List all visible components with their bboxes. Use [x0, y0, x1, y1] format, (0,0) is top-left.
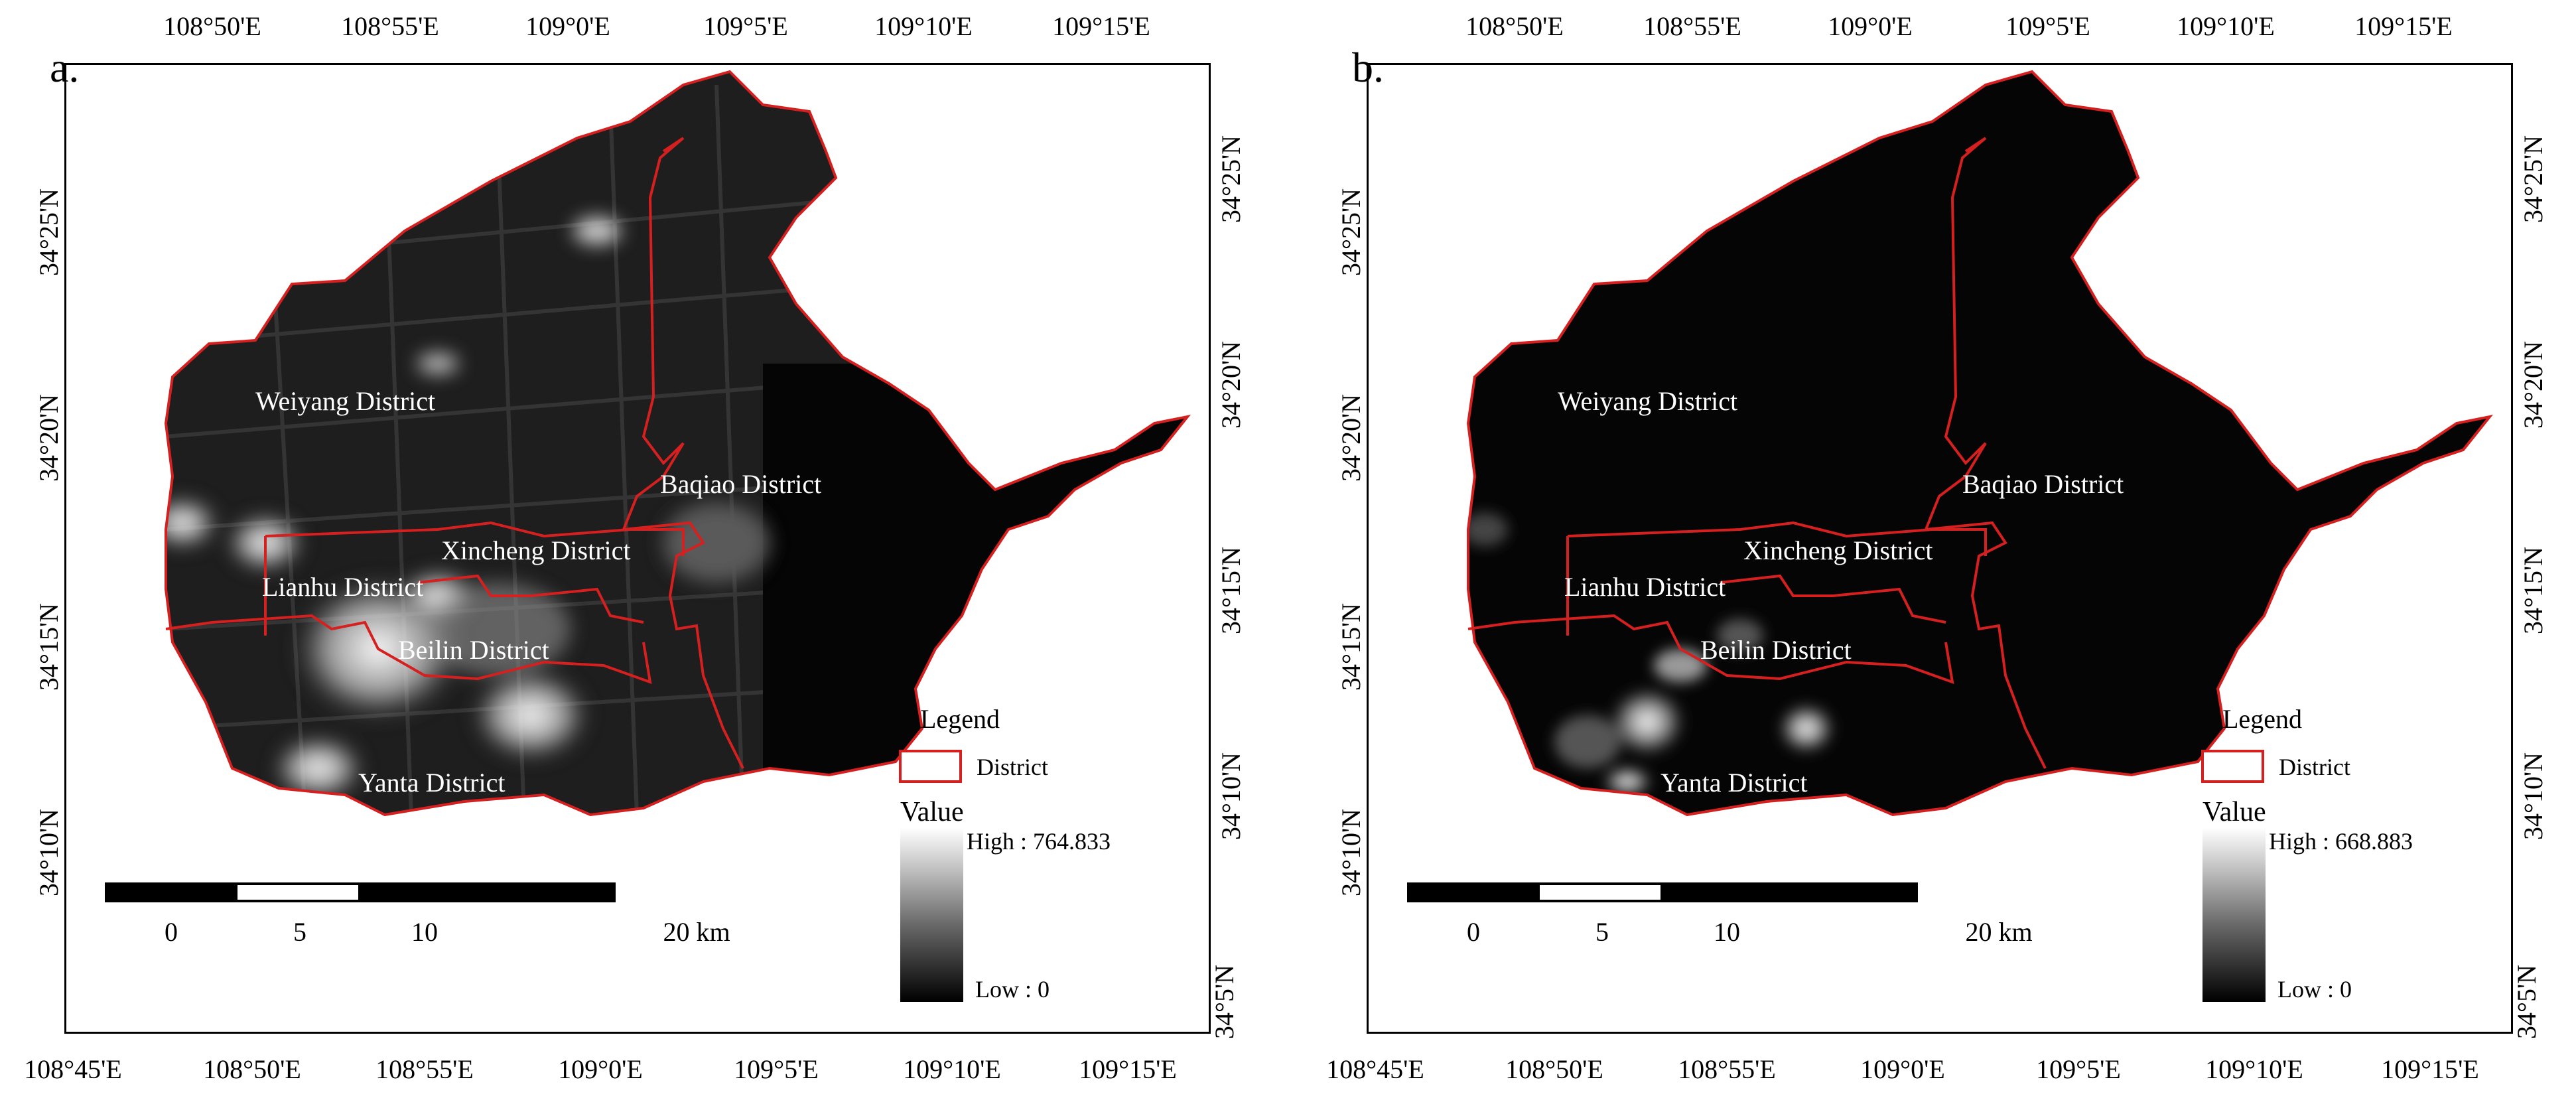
scale-label: 20 km: [1965, 917, 2033, 947]
scale-segment: [1537, 882, 1663, 902]
right-tick-label: 34°25'N: [1216, 135, 1247, 224]
top-tick-label: 109°10'E: [874, 11, 973, 41]
scale-segment: [358, 882, 616, 902]
legend-high-label: High : 668.883: [2269, 828, 2413, 855]
scale-segment: [1661, 882, 1918, 902]
scale-label: 10: [411, 917, 438, 947]
top-tick-label: 108°50'E: [1465, 11, 1564, 41]
district-label-xincheng: Xincheng District: [1743, 535, 1933, 565]
top-tick-label: 108°55'E: [341, 11, 439, 41]
district-boundaries: [164, 70, 1191, 817]
scale-label: 10: [1714, 917, 1740, 947]
district-legend-swatch: [899, 750, 962, 783]
map-frame: [1367, 63, 2513, 1034]
district-label-yanta: Yanta District: [1661, 768, 1808, 798]
scale-segment: [1407, 882, 1540, 902]
scale-label: 5: [1595, 917, 1609, 947]
bottom-tick-label: 109°5'E: [2036, 1054, 2121, 1084]
legend-item-district: District: [2279, 754, 2350, 780]
bottom-tick-label: 108°55'E: [375, 1054, 474, 1084]
value-color-ramp: [2203, 828, 2266, 1002]
top-tick-label: 109°10'E: [2177, 11, 2275, 41]
top-tick-label: 108°50'E: [163, 11, 261, 41]
right-tick-label: 34°5'N: [1209, 964, 1240, 1040]
top-tick-label: 109°0'E: [1828, 11, 1913, 41]
legend-high-label: High : 764.833: [967, 828, 1111, 855]
left-tick-label: 34°15'N: [34, 602, 64, 691]
right-tick-label: 34°20'N: [1216, 340, 1247, 429]
legend-value-label: Value: [900, 797, 964, 827]
top-tick-label: 109°15'E: [1052, 11, 1150, 41]
left-tick-label: 34°10'N: [1336, 808, 1367, 897]
scale-label: 20 km: [663, 917, 730, 947]
district-label-beilin: Beilin District: [1700, 635, 1852, 665]
scale-segment: [105, 882, 237, 902]
right-tick-label: 34°15'N: [2518, 546, 2549, 635]
district-label-lianhu: Lianhu District: [262, 572, 424, 602]
map-frame: [64, 63, 1211, 1034]
map-canvas: [1466, 70, 2493, 817]
right-tick-label: 34°20'N: [2518, 340, 2549, 429]
district-legend-swatch: [2201, 750, 2264, 783]
bottom-tick-label: 109°0'E: [1860, 1054, 1945, 1084]
bottom-tick-label: 108°45'E: [24, 1054, 122, 1084]
right-tick-label: 34°5'N: [2512, 964, 2542, 1040]
legend-item-district: District: [977, 754, 1048, 780]
top-tick-label: 109°5'E: [2005, 11, 2090, 41]
left-tick-label: 34°15'N: [1336, 602, 1367, 691]
scale-segment: [235, 882, 361, 902]
bottom-tick-label: 109°10'E: [903, 1054, 1001, 1084]
district-label-baqiao: Baqiao District: [1962, 469, 2124, 499]
scale-label: 0: [165, 917, 178, 947]
district-label-beilin: Beilin District: [398, 635, 549, 665]
district-label-weiyang: Weiyang District: [1558, 386, 1738, 416]
bottom-tick-label: 109°5'E: [734, 1054, 819, 1084]
right-tick-label: 34°25'N: [2518, 135, 2549, 224]
district-boundaries: [1466, 70, 2493, 817]
map-panel-b: 108°50'E 108°55'E 109°0'E 109°5'E 109°10…: [1302, 0, 2576, 1116]
bottom-tick-label: 109°15'E: [2381, 1054, 2479, 1084]
left-tick-label: 34°10'N: [34, 808, 64, 897]
scale-label: 5: [293, 917, 306, 947]
panel-letter: a.: [50, 44, 80, 91]
scale-bar: [105, 882, 616, 902]
scale-label: 0: [1467, 917, 1480, 947]
district-label-lianhu: Lianhu District: [1564, 572, 1726, 602]
district-label-xincheng: Xincheng District: [441, 535, 631, 565]
top-tick-label: 109°0'E: [525, 11, 610, 41]
top-tick-label: 108°55'E: [1643, 11, 1741, 41]
panel-letter: b.: [1352, 44, 1384, 91]
right-tick-label: 34°10'N: [1216, 752, 1247, 841]
bottom-tick-label: 108°45'E: [1326, 1054, 1424, 1084]
legend-title: Legend: [920, 704, 1000, 734]
map-panel-a: 108°50'E 108°55'E 109°0'E 109°5'E 109°10…: [0, 0, 1274, 1116]
legend-low-label: Low : 0: [975, 976, 1050, 1003]
bottom-tick-label: 108°50'E: [1505, 1054, 1603, 1084]
right-tick-label: 34°15'N: [1216, 546, 1247, 635]
district-label-baqiao: Baqiao District: [660, 469, 822, 499]
bottom-tick-label: 108°50'E: [203, 1054, 301, 1084]
top-tick-label: 109°5'E: [703, 11, 788, 41]
bottom-tick-label: 109°15'E: [1079, 1054, 1177, 1084]
district-label-weiyang: Weiyang District: [255, 386, 436, 416]
left-tick-label: 34°25'N: [34, 188, 64, 277]
bottom-tick-label: 108°55'E: [1678, 1054, 1776, 1084]
left-tick-label: 34°20'N: [1336, 393, 1367, 482]
value-color-ramp: [900, 828, 963, 1002]
left-tick-label: 34°25'N: [1336, 188, 1367, 277]
left-tick-label: 34°20'N: [34, 393, 64, 482]
map-canvas: [164, 70, 1191, 817]
scale-bar: [1407, 882, 1918, 902]
night-light-texture: [166, 72, 1187, 815]
top-tick-label: 109°15'E: [2354, 11, 2453, 41]
legend-title: Legend: [2222, 704, 2302, 734]
bottom-tick-label: 109°0'E: [558, 1054, 643, 1084]
bottom-tick-label: 109°10'E: [2205, 1054, 2303, 1084]
right-tick-label: 34°10'N: [2518, 752, 2549, 841]
legend-value-label: Value: [2203, 797, 2266, 827]
district-label-yanta: Yanta District: [358, 768, 506, 798]
legend-low-label: Low : 0: [2277, 976, 2352, 1003]
